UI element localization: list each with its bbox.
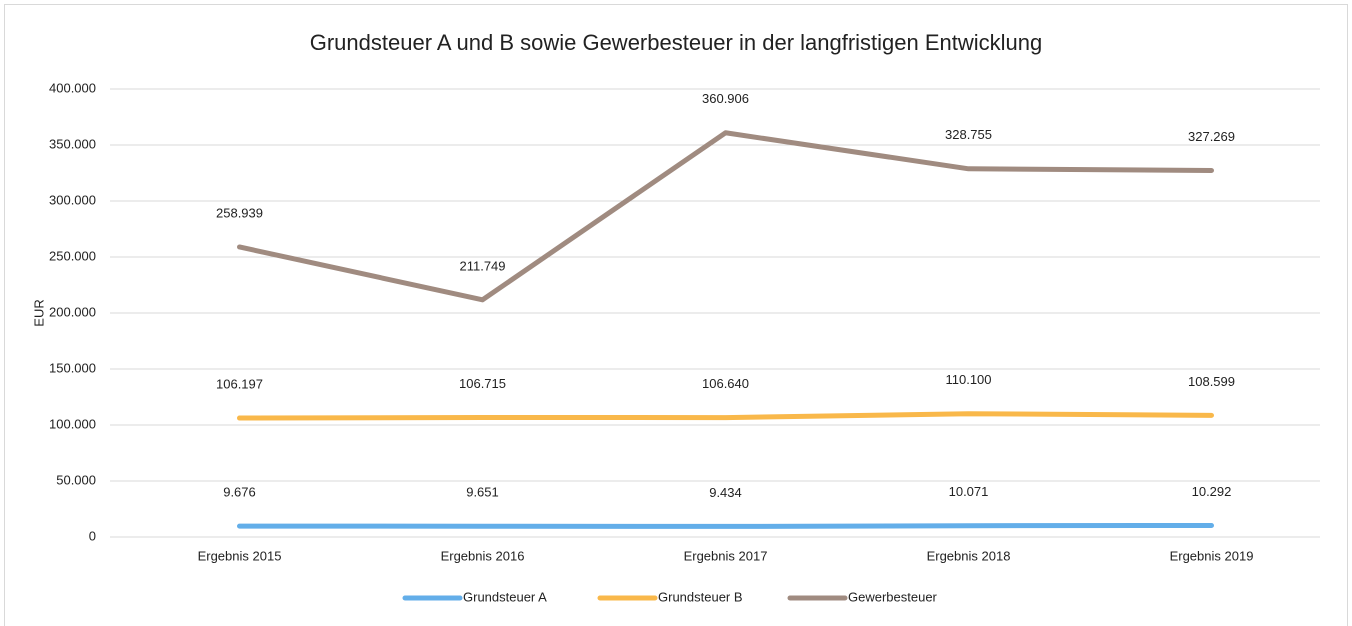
data-label: 9.651: [466, 485, 499, 500]
data-label: 106.640: [702, 376, 749, 391]
y-tick-label: 100.000: [49, 416, 96, 431]
data-label: 108.599: [1188, 374, 1235, 389]
data-label: 9.676: [223, 485, 256, 500]
legend-label: Grundsteuer A: [463, 589, 547, 604]
data-label: 106.197: [216, 376, 263, 391]
x-tick-label: Ergebnis 2017: [684, 548, 768, 563]
data-label: 106.715: [459, 376, 506, 391]
legend-label: Grundsteuer B: [658, 589, 743, 604]
line-series: [237, 411, 1214, 421]
chart-frame: [4, 4, 1348, 626]
data-label: 360.906: [702, 91, 749, 106]
y-axis-label: EUR: [31, 299, 46, 326]
chart-title: Grundsteuer A und B sowie Gewerbesteuer …: [310, 30, 1043, 55]
data-label: 10.292: [1192, 484, 1232, 499]
line-series: [237, 130, 1214, 303]
y-tick-label: 250.000: [49, 248, 96, 263]
data-label: 211.749: [459, 258, 505, 273]
data-label: 10.071: [949, 484, 989, 499]
y-tick-label: 350.000: [49, 136, 96, 151]
y-tick-label: 150.000: [49, 360, 96, 375]
legend-label: Gewerbesteuer: [848, 589, 938, 604]
data-label: 9.434: [709, 485, 742, 500]
y-tick-label: 50.000: [56, 472, 96, 487]
data-label: 327.269: [1188, 129, 1235, 144]
x-tick-label: Ergebnis 2016: [441, 548, 525, 563]
data-label: 258.939: [216, 205, 263, 220]
data-label: 110.100: [945, 372, 991, 387]
data-label: 328.755: [945, 127, 992, 142]
y-tick-label: 200.000: [49, 304, 96, 319]
line-series: [237, 522, 1214, 529]
y-tick-label: 400.000: [49, 80, 96, 95]
x-tick-label: Ergebnis 2018: [927, 548, 1011, 563]
x-tick-label: Ergebnis 2015: [198, 548, 282, 563]
y-tick-label: 0: [89, 528, 96, 543]
x-tick-label: Ergebnis 2019: [1170, 548, 1254, 563]
y-tick-label: 300.000: [49, 192, 96, 207]
